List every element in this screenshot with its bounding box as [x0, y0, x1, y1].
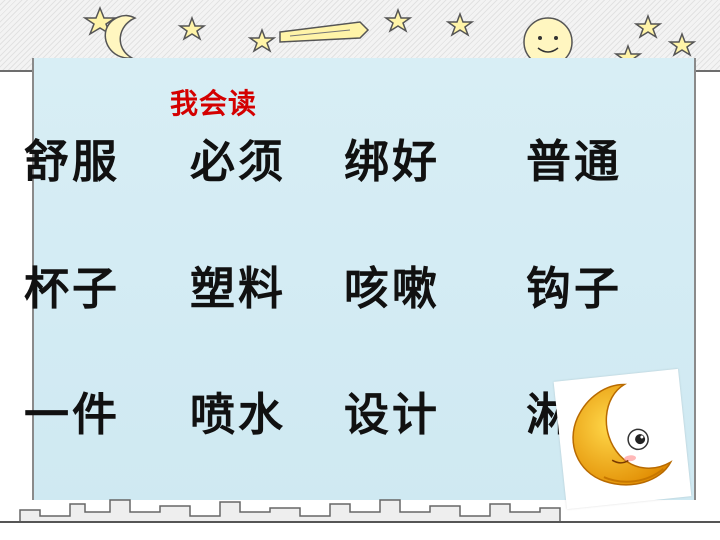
star-icon [383, 7, 413, 33]
heading: 我会读 [170, 87, 258, 120]
word-1-2: 必须 [190, 135, 287, 188]
word-2-3: 咳嗽 [344, 262, 441, 315]
word-1-3: 绑好 [344, 135, 441, 188]
word-2-1: 杯子 [24, 262, 121, 315]
star-icon [667, 31, 697, 57]
word-3-2: 喷水 [190, 388, 287, 441]
word-2-4: 钩子 [526, 262, 623, 315]
word-2-2: 塑料 [190, 262, 287, 315]
cartoon-moon-icon [572, 383, 673, 486]
star-icon [633, 13, 663, 39]
star-icon [445, 11, 475, 37]
star-icon [177, 15, 207, 41]
moon-picture-card [553, 368, 692, 510]
city-skyline [0, 499, 720, 523]
star-icon [247, 27, 277, 53]
star-icon [82, 5, 118, 36]
shooting-star-icon [279, 21, 370, 43]
word-1-1: 舒服 [24, 135, 121, 188]
crescent-moon-icon [104, 14, 137, 59]
word-3-3: 设计 [344, 388, 441, 441]
word-1-4: 普通 [526, 135, 623, 188]
word-3-1: 一件 [24, 388, 121, 441]
